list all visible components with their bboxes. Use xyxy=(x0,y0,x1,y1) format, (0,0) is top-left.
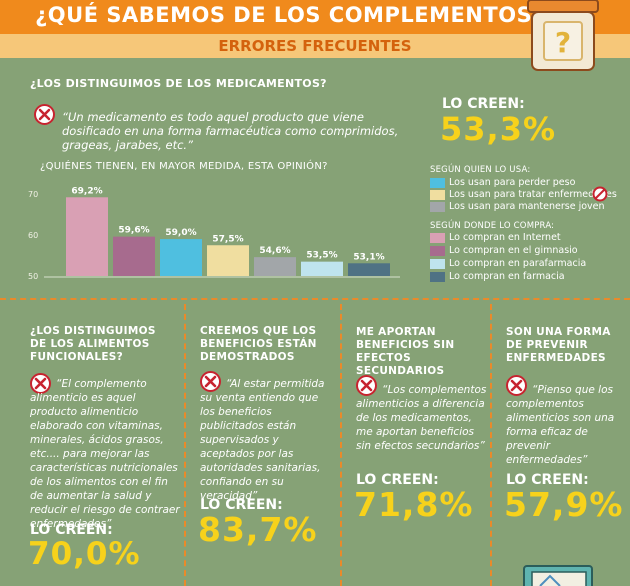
column-question: CREEMOS QUE LOS BENEFICIOS ESTÁN DEMOSTR… xyxy=(200,325,317,363)
page-subtitle: ERRORES FRECUENTES xyxy=(218,37,412,55)
main-question: ¿LOS DISTINGUIMOS DE LOS MEDICAMENTOS? xyxy=(30,77,327,90)
column-quote: “Pienso que los complementos alimenticio… xyxy=(506,384,615,466)
jar-icon: ? xyxy=(527,0,599,71)
legend-label: Lo compran en Internet xyxy=(449,232,561,243)
bar-chart: 70 60 50 69,2% 59,6% 59,0% 57,5% 54,6% 53,5% 53,1… xyxy=(28,186,400,281)
bar xyxy=(207,245,249,276)
legend-title-usa: SEGÚN QUIEN LO USA: xyxy=(430,165,531,175)
legend-swatch xyxy=(430,246,445,256)
main-lo-creen-label: LO CREEN: xyxy=(442,96,525,112)
bar xyxy=(348,263,390,276)
legend-swatch xyxy=(430,202,445,212)
column-question: ¿LOS DISTINGUIMOS DE LOS ALIMENTOS FUNCI… xyxy=(30,325,156,363)
chart-question: ¿QUIÉNES TIENEN, EN MAYOR MEDIDA, ESTA O… xyxy=(40,161,328,172)
bar-value-label: 69,2% xyxy=(71,186,102,196)
prohibited-icon xyxy=(592,186,608,202)
bar xyxy=(113,236,155,276)
bar xyxy=(160,239,202,276)
bar xyxy=(254,257,296,276)
column-quote: “El complemento alimenticio es aquel pro… xyxy=(30,378,180,530)
column-lo-creen-label: LO CREEN: xyxy=(30,522,113,538)
section-divider xyxy=(0,298,630,300)
column-divider xyxy=(340,304,342,586)
legend-label: Lo compran en parafarmacia xyxy=(449,258,587,269)
legend-label: Lo compran en el gimnasio xyxy=(449,245,578,256)
column-divider xyxy=(184,304,186,586)
column-lo-creen-label: LO CREEN: xyxy=(356,472,439,488)
legend-swatch xyxy=(430,259,445,269)
header-bar: ¿QUÉ SABEMOS DE LOS COMPLEMENTOS? xyxy=(0,0,630,34)
bar-value-label: 54,6% xyxy=(259,246,290,256)
bar-value-label: 57,5% xyxy=(212,234,243,244)
bar-value-label: 53,5% xyxy=(306,251,337,261)
column-quote: “Los complementos alimenticios a diferen… xyxy=(356,384,487,452)
column-divider xyxy=(490,304,492,586)
folder-icon xyxy=(523,565,593,586)
main-lo-creen-value: 53,3% xyxy=(440,110,557,148)
column-question: SON UNA FORMA DE PREVENIR ENFERMEDADES xyxy=(506,326,611,364)
jar-symbol: ? xyxy=(555,26,571,59)
page-title: ¿QUÉ SABEMOS DE LOS COMPLEMENTOS? xyxy=(35,3,545,27)
cross-icon xyxy=(506,375,527,396)
cross-icon xyxy=(34,104,55,125)
cross-icon xyxy=(30,373,51,394)
main-quote: “Un medicamento es todo aquel producto q… xyxy=(62,110,399,152)
legend-label: Los usan para perder peso xyxy=(449,177,576,188)
column-question: ME APORTAN BENEFICIOS SIN EFECTOS SECUND… xyxy=(356,326,455,377)
cross-icon xyxy=(200,371,221,392)
column-lo-creen-value: 70,0% xyxy=(28,536,141,572)
bar xyxy=(301,261,343,276)
legend-swatch xyxy=(430,233,445,243)
y-tick-label: 70 xyxy=(28,190,38,199)
legend-swatch xyxy=(430,178,445,188)
subheader-bar: ERRORES FRECUENTES xyxy=(0,34,630,58)
bar-value-label: 59,6% xyxy=(118,226,149,236)
column-lo-creen-label: LO CREEN: xyxy=(506,472,589,488)
bar-value-label: 53,1% xyxy=(353,252,384,262)
column-quote: “Al estar permitida su venta entiendo qu… xyxy=(200,378,325,502)
bar-value-label: 59,0% xyxy=(165,228,196,238)
legend-swatch xyxy=(430,272,445,282)
column-lo-creen-label: LO CREEN: xyxy=(200,497,283,513)
column-lo-creen-value: 71,8% xyxy=(354,485,474,524)
legend-label: Los usan para tratar enfermedades xyxy=(449,189,617,200)
cross-icon xyxy=(356,375,377,396)
legend-label: Los usan para mantenerse joven xyxy=(449,201,605,212)
legend-title-compra: SEGÚN DONDE LO COMPRA: xyxy=(430,221,555,231)
y-tick-label: 60 xyxy=(28,231,38,240)
legend-label: Lo compran en farmacia xyxy=(449,271,565,282)
y-tick-label: 50 xyxy=(28,272,38,281)
bar xyxy=(66,197,108,276)
column-lo-creen-value: 57,9% xyxy=(504,485,624,524)
legend-swatch xyxy=(430,190,445,200)
column-lo-creen-value: 83,7% xyxy=(198,510,318,549)
